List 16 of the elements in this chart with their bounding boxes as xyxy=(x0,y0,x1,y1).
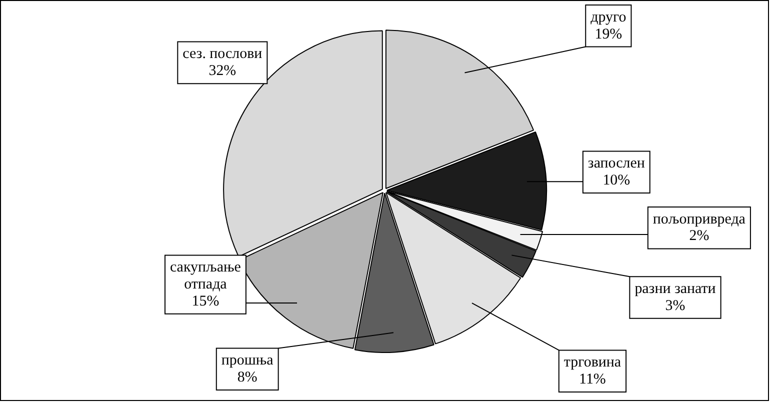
slice-label: запослен xyxy=(588,156,645,172)
data-label: 10% xyxy=(602,172,630,189)
data-label: 11% xyxy=(579,372,606,388)
slice-label: разни занати xyxy=(634,280,716,297)
slice-label: прошња xyxy=(221,352,274,369)
slice-label: трговина xyxy=(564,354,622,371)
slice-label: сез. послови xyxy=(182,46,262,62)
data-label: 2% xyxy=(689,228,710,244)
data-label: 15% xyxy=(192,293,220,310)
data-label: 8% xyxy=(237,370,258,386)
data-label: 32% xyxy=(208,63,236,80)
data-label: 3% xyxy=(665,298,686,314)
data-label: 19% xyxy=(594,26,622,42)
slice-label: сакупљање отпада xyxy=(170,260,242,292)
slice-label: друго xyxy=(590,9,626,26)
slice-label: пољопривреда xyxy=(652,211,746,228)
